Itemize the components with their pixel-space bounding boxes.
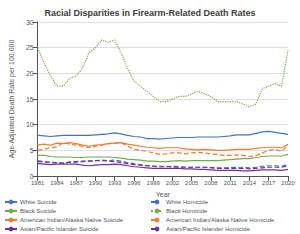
svg-text:Age-Adjusted Death Rate per 10: Age-Adjusted Death Rate per 100,000: [8, 40, 16, 159]
svg-text:2011: 2011: [224, 180, 238, 186]
svg-text:American Indian/Alaska Native: American Indian/Alaska Native Suicide: [20, 217, 124, 223]
svg-text:Asian/Pacific Islander Homicid: Asian/Pacific Islander Homicide: [166, 226, 251, 232]
svg-text:2014: 2014: [243, 180, 257, 186]
svg-text:1981: 1981: [31, 180, 45, 186]
svg-text:American Indian/Alaska Native: American Indian/Alaska Native Homicide: [166, 217, 275, 223]
svg-text:10: 10: [26, 121, 34, 128]
svg-text:Black Homicide: Black Homicide: [166, 208, 208, 214]
svg-text:2017: 2017: [262, 180, 276, 186]
svg-text:2008: 2008: [204, 180, 218, 186]
svg-text:White Homicide: White Homicide: [166, 199, 209, 205]
svg-text:5: 5: [30, 147, 34, 154]
svg-text:1990: 1990: [89, 180, 103, 186]
svg-text:Black Suicide: Black Suicide: [20, 208, 57, 214]
svg-text:2020: 2020: [281, 180, 295, 186]
svg-text:1996: 1996: [127, 180, 141, 186]
svg-text:1999: 1999: [147, 180, 161, 186]
svg-text:20: 20: [26, 70, 34, 77]
svg-text:Year: Year: [156, 191, 171, 198]
svg-text:1984: 1984: [50, 180, 64, 186]
svg-text:2002: 2002: [166, 180, 180, 186]
svg-text:Racial Disparities in Firearm-: Racial Disparities in Firearm-Related De…: [44, 8, 255, 18]
svg-text:White Suicide: White Suicide: [20, 199, 57, 205]
svg-text:0: 0: [30, 173, 34, 180]
svg-text:15: 15: [26, 96, 34, 103]
svg-text:1987: 1987: [70, 180, 84, 186]
svg-text:Asian/Pacific Islander Suicide: Asian/Pacific Islander Suicide: [20, 226, 99, 232]
svg-text:1993: 1993: [108, 180, 122, 186]
svg-text:2005: 2005: [185, 180, 199, 186]
svg-text:30: 30: [26, 19, 34, 26]
svg-text:25: 25: [26, 44, 34, 51]
